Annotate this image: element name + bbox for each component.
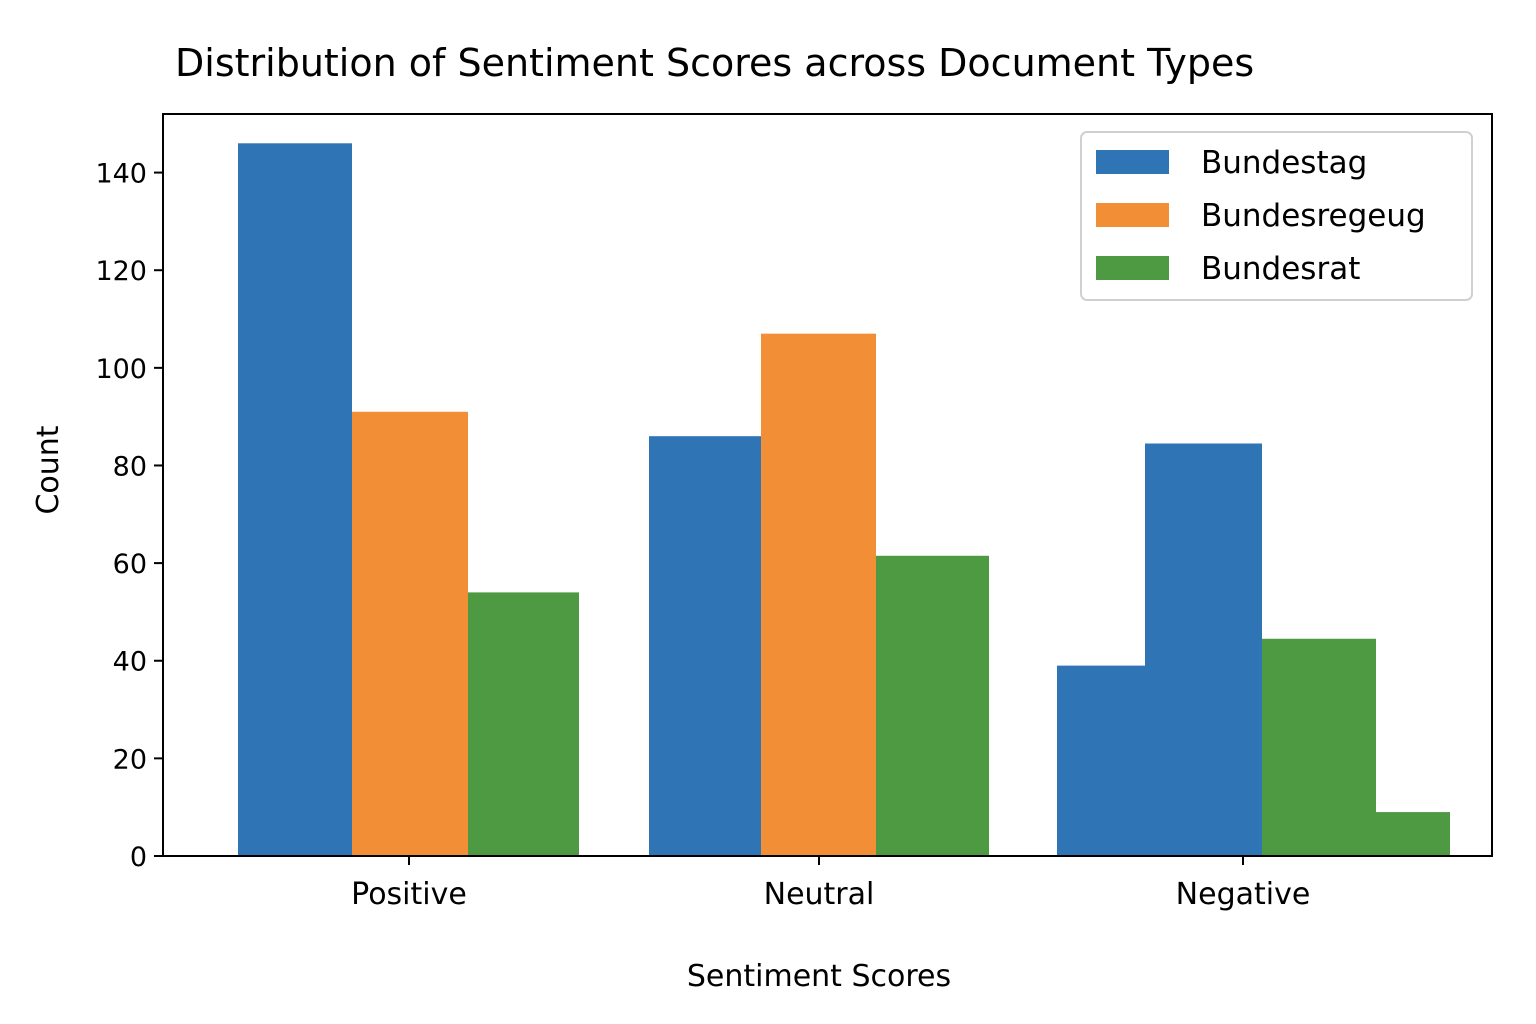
bar-negative-bundestag-7 (1145, 443, 1262, 856)
bar-negative-bundesrat-8 (1262, 638, 1376, 856)
x-axis-label: Sentiment Scores (687, 959, 951, 994)
y-tick-label: 60 (113, 549, 147, 580)
y-tick-label: 140 (95, 159, 147, 190)
bar-positive-bundesregeug-1 (352, 411, 468, 856)
bar-negative-bundestag-6 (1057, 665, 1145, 856)
y-tick-label: 80 (113, 451, 147, 482)
bar-neutral-bundesrat-5 (876, 555, 989, 856)
bar-neutral-bundestag-3 (649, 436, 761, 856)
y-axis-label: Count (31, 425, 66, 514)
bar-negative-bundesrat-9 (1376, 812, 1450, 856)
legend-swatch-bundesrat (1096, 256, 1169, 280)
bar-positive-bundesrat-2 (468, 592, 579, 856)
y-tick-label: 120 (95, 256, 147, 287)
y-tick-label: 100 (95, 354, 147, 385)
plot-frame (162, 113, 1493, 857)
legend-box (1080, 131, 1473, 301)
bars-layer (238, 143, 1450, 857)
legend-label-bundestag: Bundestag (1201, 145, 1367, 181)
bar-neutral-bundesregeug-4 (761, 333, 876, 857)
bar-positive-bundestag-0 (238, 143, 352, 856)
legend: Bundestag Bundesregeug Bundesrat (1080, 131, 1473, 301)
y-tick-label: 40 (113, 647, 147, 678)
y-tick-label: 0 (130, 842, 147, 873)
y-tick-label: 20 (113, 744, 147, 775)
legend-label-bundesregeug: Bundesregeug (1201, 198, 1426, 234)
x-axis: Positive Neutral Negative (351, 856, 1310, 912)
x-tick-label-positive: Positive (351, 877, 467, 912)
legend-swatch-bundesregeug (1096, 203, 1169, 227)
chart-title: Distribution of Sentiment Scores across … (175, 41, 1254, 85)
x-tick-label-neutral: Neutral (764, 877, 875, 912)
x-tick-label-negative: Negative (1176, 877, 1311, 912)
y-axis: 0 20 40 60 80 100 120 140 (95, 159, 163, 873)
legend-label-bundesrat: Bundesrat (1201, 251, 1360, 287)
legend-swatch-bundestag (1096, 150, 1169, 174)
